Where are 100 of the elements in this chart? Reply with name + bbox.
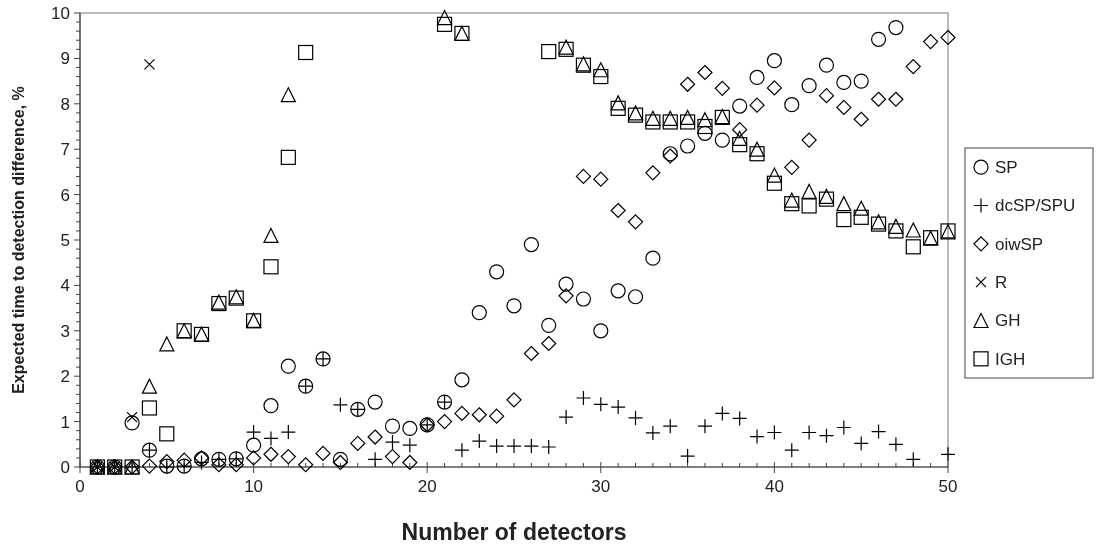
- point: [853, 111, 869, 127]
- y-tick-label: 8: [60, 94, 70, 114]
- point: [141, 400, 158, 416]
- point: [280, 87, 296, 103]
- point: [315, 445, 331, 461]
- point: [836, 196, 852, 212]
- point: [940, 29, 956, 46]
- point: [784, 97, 800, 113]
- point: [732, 137, 748, 153]
- point: [870, 31, 887, 47]
- legend-label: dcSP/SPU: [995, 196, 1076, 216]
- point: [853, 209, 869, 225]
- point: [280, 149, 296, 165]
- point: [159, 426, 175, 442]
- point: [332, 451, 348, 467]
- point: [471, 305, 487, 321]
- point: [836, 99, 852, 116]
- y-tick-label: 7: [60, 140, 70, 160]
- point: [263, 227, 279, 244]
- point: [905, 239, 921, 255]
- point: [141, 458, 158, 474]
- point: [697, 64, 713, 81]
- point: [627, 214, 644, 230]
- y-tick-label: 10: [51, 3, 70, 23]
- point: [593, 68, 609, 85]
- point: [732, 130, 748, 146]
- point: [784, 192, 800, 208]
- point: [143, 58, 156, 70]
- point: [697, 112, 713, 128]
- point: [749, 141, 765, 157]
- point: [888, 19, 904, 36]
- y-tick-label: 6: [60, 185, 70, 205]
- point: [436, 9, 453, 26]
- point: [610, 283, 626, 299]
- point: [784, 159, 800, 175]
- point: [558, 276, 574, 292]
- y-tick-label: 9: [60, 49, 70, 69]
- point: [246, 437, 262, 453]
- point: [471, 407, 487, 423]
- point: [454, 405, 470, 422]
- legend-label: R: [995, 273, 1008, 293]
- point: [697, 118, 713, 135]
- legend-label: IGH: [995, 349, 1026, 369]
- point: [159, 336, 175, 352]
- point: [593, 323, 609, 339]
- point: [836, 211, 852, 228]
- point: [367, 394, 383, 410]
- point: [732, 98, 748, 114]
- point: [298, 44, 314, 61]
- legend-label: oiwSP: [995, 234, 1044, 254]
- point: [680, 76, 696, 92]
- point: [749, 69, 765, 86]
- y-tick-label: 2: [60, 367, 70, 387]
- point: [888, 218, 904, 234]
- point: [662, 114, 678, 130]
- point: [766, 167, 782, 183]
- point: [680, 114, 696, 130]
- point: [246, 450, 262, 466]
- point: [645, 110, 661, 126]
- point: [627, 289, 644, 305]
- point: [124, 415, 140, 431]
- point: [888, 223, 904, 239]
- point: [402, 420, 418, 437]
- point: [402, 454, 418, 471]
- point: [905, 222, 921, 238]
- point: [263, 398, 279, 414]
- point: [610, 95, 626, 111]
- point: [662, 110, 678, 126]
- x-tick-label: 0: [75, 477, 85, 496]
- point: [489, 408, 505, 424]
- point: [593, 62, 609, 78]
- point: [263, 446, 279, 462]
- point: [610, 100, 626, 116]
- point: [228, 457, 244, 473]
- point: [714, 80, 730, 96]
- point: [489, 264, 505, 280]
- point: [593, 171, 609, 187]
- point: [766, 175, 782, 191]
- x-tick-label: 30: [591, 477, 611, 496]
- point: [818, 57, 835, 73]
- point: [645, 114, 661, 130]
- y-tick-label: 4: [60, 276, 70, 296]
- point: [680, 109, 696, 126]
- y-tick-label: 1: [60, 412, 70, 432]
- x-axis-title: Number of detectors: [401, 519, 627, 545]
- x-tick-label: 40: [764, 477, 784, 496]
- point: [801, 78, 817, 94]
- point: [766, 53, 782, 69]
- point: [749, 146, 765, 162]
- point: [714, 132, 730, 148]
- point: [436, 16, 453, 32]
- point: [541, 317, 557, 333]
- point: [575, 291, 592, 307]
- y-tick-label: 3: [60, 321, 70, 341]
- legend-label: SP: [995, 158, 1018, 178]
- point: [766, 80, 782, 96]
- point: [784, 196, 800, 212]
- point: [801, 198, 817, 214]
- point: [888, 91, 904, 107]
- y-tick-label: 0: [60, 457, 70, 477]
